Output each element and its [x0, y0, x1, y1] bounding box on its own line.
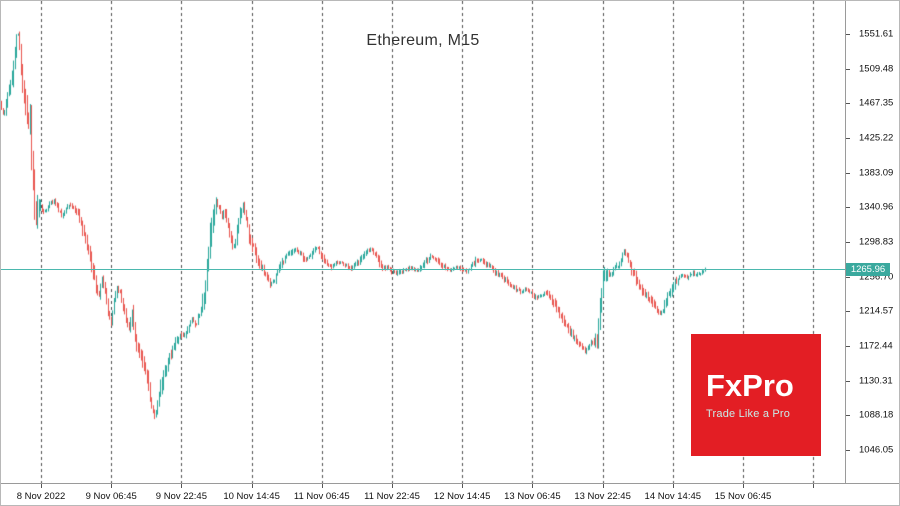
price-axis-label: 1172.44 [859, 340, 893, 352]
price-axis-label: 1509.48 [859, 63, 894, 75]
time-axis-label: 10 Nov 14:45 [223, 491, 280, 502]
price-axis-tick [846, 69, 850, 70]
time-axis-label: 8 Nov 2022 [16, 491, 66, 502]
price-axis-tick [846, 381, 850, 382]
price-axis-tick [846, 415, 850, 416]
price-axis-tick [846, 277, 850, 278]
price-axis-label: 1383.09 [859, 167, 894, 179]
fxpro-logo-tagline: Trade Like a Pro [706, 408, 791, 420]
price-axis-tick [846, 242, 850, 243]
price-axis-label: 1551.61 [859, 28, 894, 40]
time-axis-label: 9 Nov 06:45 [85, 491, 137, 502]
time-axis-tick [322, 484, 323, 488]
fxpro-logo: FxPro Trade Like a Pro [691, 334, 821, 456]
time-axis-label: 9 Nov 22:45 [155, 491, 208, 502]
price-axis-tick [846, 138, 850, 139]
chart-title: Ethereum, M15 [366, 32, 480, 49]
fxpro-logo-name: FxPro [706, 368, 794, 403]
current-price-line [1, 269, 845, 270]
current-price-badge: 1265.96 [846, 263, 890, 276]
price-axis-tick [846, 346, 850, 347]
time-axis-tick [532, 484, 533, 488]
time-axis-label: 12 Nov 14:45 [433, 491, 491, 502]
time-axis-tick [673, 484, 674, 488]
time-axis-tick [603, 484, 604, 488]
time-axis-tick [813, 484, 814, 488]
time-axis-tick [111, 484, 112, 488]
time-axis-tick [41, 484, 42, 488]
time-axis-label: 14 Nov 14:45 [644, 491, 702, 502]
price-axis-label: 1214.57 [859, 305, 894, 317]
price-axis-label: 1425.22 [859, 132, 894, 144]
price-axis-label: 1256.70 [859, 271, 894, 283]
time-axis-tick [252, 484, 253, 488]
time-axis[interactable]: 8 Nov 2022 9 Nov 06:45 9 Nov 22:45 10 Nov 1… [1, 483, 899, 505]
price-axis-label: 1130.31 [859, 375, 893, 387]
price-axis-label: 1088.18 [859, 409, 894, 421]
price-axis-tick [846, 103, 850, 104]
price-axis-label: 1340.96 [859, 201, 894, 213]
time-axis-label: 13 Nov 06:45 [504, 491, 561, 502]
price-axis-tick [846, 450, 850, 451]
price-axis-label: 1046.05 [859, 444, 894, 456]
price-axis[interactable]: 1551.61 1509.48 1467.35 1425.22 1383.09 1340.… [845, 1, 899, 483]
price-axis-tick [846, 173, 850, 174]
time-axis-tick [392, 484, 393, 488]
price-axis-tick [846, 34, 850, 35]
time-axis-label: 11 Nov 06:45 [293, 491, 350, 502]
price-axis-tick [846, 207, 850, 208]
time-axis-tick [462, 484, 463, 488]
price-axis-tick [846, 311, 850, 312]
time-axis-tick [743, 484, 744, 488]
time-axis-tick [181, 484, 182, 488]
time-axis-label: 15 Nov 06:45 [714, 491, 772, 502]
price-axis-label: 1298.83 [859, 236, 894, 248]
time-axis-label: 13 Nov 22:45 [574, 491, 631, 502]
time-axis-label: 11 Nov 22:45 [364, 491, 420, 502]
price-axis-label: 1467.35 [859, 97, 894, 109]
